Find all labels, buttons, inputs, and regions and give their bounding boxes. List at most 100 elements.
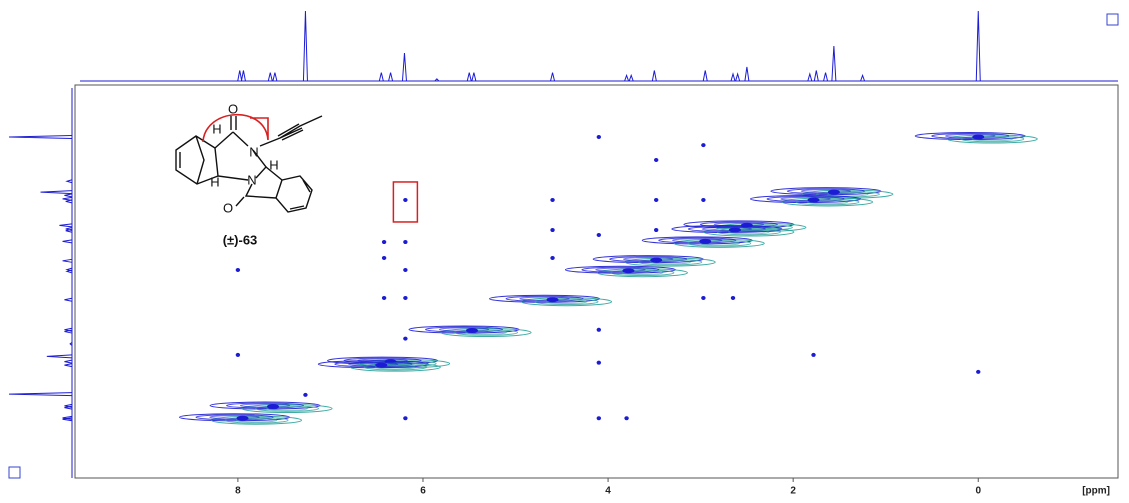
projection-peak xyxy=(434,78,440,82)
cross-peak xyxy=(624,416,629,421)
projection-peak xyxy=(267,72,273,82)
diagonal-peak xyxy=(914,131,1038,144)
contour xyxy=(650,257,663,263)
cross-peak xyxy=(550,255,555,260)
cross-peak xyxy=(653,228,659,233)
cross-peak xyxy=(550,228,555,233)
projection-peak xyxy=(8,134,73,139)
contour xyxy=(698,241,740,246)
contour xyxy=(425,326,504,333)
x-tick-label: 2 xyxy=(790,486,796,497)
corner-box xyxy=(8,466,21,479)
projection-peak xyxy=(730,72,736,82)
contour xyxy=(235,417,278,423)
contour xyxy=(638,258,703,266)
projection-peak xyxy=(401,52,407,82)
contour xyxy=(800,189,852,194)
projection-peak xyxy=(471,72,477,82)
projection-peak xyxy=(550,72,556,82)
cross-peak xyxy=(381,240,387,245)
contour xyxy=(224,416,289,424)
projection-peak xyxy=(62,196,73,201)
cross-peak xyxy=(403,336,408,341)
cross-peak xyxy=(381,255,387,260)
projection-peak xyxy=(735,72,741,82)
cross-peak xyxy=(653,157,659,162)
projection-peak xyxy=(69,342,73,346)
projection-peak xyxy=(302,10,308,82)
contour xyxy=(334,361,413,368)
projection-peak xyxy=(64,193,73,198)
contour xyxy=(622,268,635,274)
cross-peak xyxy=(596,327,602,332)
contour xyxy=(505,295,584,302)
projection-peak xyxy=(823,72,829,82)
projection-peak xyxy=(8,392,73,397)
plot-frame xyxy=(74,84,1119,479)
atom-label: H xyxy=(212,121,221,136)
projection-peak xyxy=(65,179,73,184)
projection-peak xyxy=(65,267,73,272)
projection-peak xyxy=(46,354,73,359)
projection-peak xyxy=(466,72,472,82)
projection-peak xyxy=(62,417,73,422)
structure: O H N H H N O (±)-63 xyxy=(175,101,323,247)
contour xyxy=(622,257,674,262)
projection-peak xyxy=(40,190,73,195)
cross-peak xyxy=(235,352,241,357)
contour xyxy=(595,267,646,272)
cross-peak xyxy=(381,295,387,300)
projection-peak xyxy=(272,72,278,82)
contour xyxy=(649,259,691,265)
cross-peak xyxy=(303,392,308,397)
contour xyxy=(806,199,849,205)
contour xyxy=(581,266,660,273)
contour xyxy=(971,136,1014,142)
atom-label: O xyxy=(223,200,233,215)
contour xyxy=(827,191,869,197)
contour xyxy=(466,327,479,333)
diagonal-peak xyxy=(489,294,613,307)
contour xyxy=(945,133,996,139)
diagonal-peak xyxy=(317,360,441,372)
contour xyxy=(519,296,570,301)
projection-peak xyxy=(388,72,394,82)
contour xyxy=(621,270,664,276)
cross-peak xyxy=(403,197,408,202)
contour xyxy=(931,133,1010,139)
corner-box xyxy=(1106,13,1119,26)
cross-peak xyxy=(596,360,602,365)
projection-peak xyxy=(975,10,981,82)
contour xyxy=(195,414,274,421)
contour xyxy=(780,196,831,202)
contour xyxy=(545,299,588,305)
contour xyxy=(267,404,280,410)
bond xyxy=(175,135,219,185)
diagonal-peak xyxy=(750,194,874,207)
projection-peak xyxy=(64,363,73,368)
cross-peak xyxy=(403,295,408,300)
contour xyxy=(239,403,291,408)
projection-peak xyxy=(378,72,384,82)
contour xyxy=(438,327,490,332)
projection-peak xyxy=(64,359,73,364)
contour xyxy=(348,362,399,367)
contour xyxy=(795,198,860,206)
contour xyxy=(687,240,752,247)
cross-peak xyxy=(550,197,555,202)
projection-peak xyxy=(831,45,837,82)
atom-label: H xyxy=(269,157,278,172)
bond xyxy=(235,196,245,207)
highlight-box xyxy=(392,181,419,223)
projection-peak xyxy=(744,66,750,82)
x-tick-label: 6 xyxy=(420,486,426,497)
contour xyxy=(374,364,417,370)
cross-peak xyxy=(596,416,602,421)
cross-peak xyxy=(976,369,981,374)
x-tick-label: 4 xyxy=(605,486,611,497)
contour xyxy=(699,238,712,244)
atom-label: N xyxy=(249,144,258,159)
contour xyxy=(728,227,741,233)
